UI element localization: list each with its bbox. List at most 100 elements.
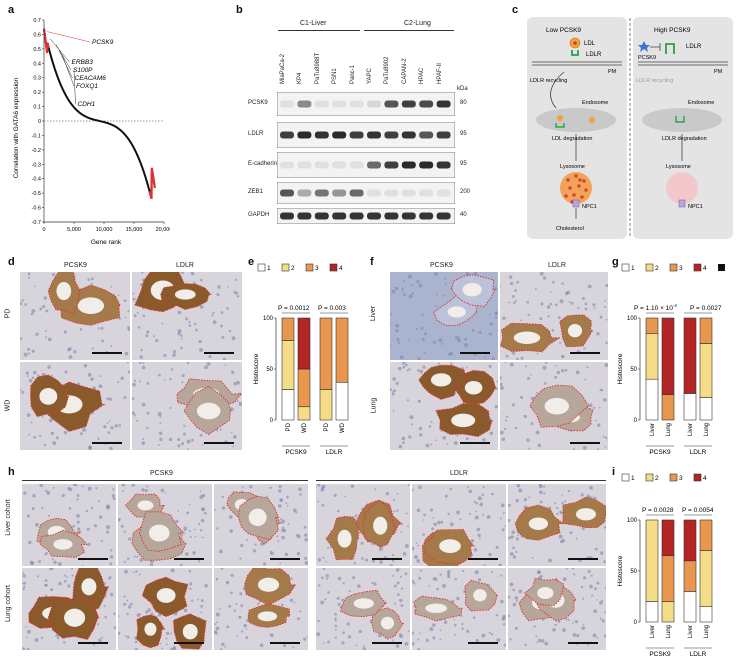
ihc-nucleus <box>539 317 543 321</box>
ihc-nucleus <box>447 512 450 516</box>
ihc-nucleus <box>97 327 100 330</box>
ihc-micrograph-image <box>118 484 212 566</box>
ihc-nucleus <box>428 425 432 428</box>
ihc-nucleus <box>500 599 504 604</box>
ihc-nucleus <box>477 496 482 501</box>
ihc-nucleus <box>379 560 383 564</box>
ihc-nucleus <box>481 493 484 497</box>
ihc-nucleus <box>395 381 399 385</box>
ihc-nucleus <box>536 641 539 644</box>
ihc-nucleus <box>21 299 24 302</box>
ihc-nucleus <box>572 633 577 637</box>
ihc-nucleus <box>468 489 473 494</box>
ihc-nucleus <box>316 632 321 637</box>
panel-d-row1: PD <box>4 308 12 319</box>
ihc-nucleus <box>391 289 396 294</box>
ihc-nucleus <box>543 382 547 385</box>
ihc-nucleus <box>46 491 51 495</box>
diagram-right-lysosome: Lysosome <box>666 164 691 170</box>
blot-lane-label: PaTu8902 <box>384 56 391 84</box>
ihc-nucleus <box>157 412 162 417</box>
ihc-nucleus <box>194 535 197 538</box>
ihc-nucleus <box>596 636 599 639</box>
ihc-nucleus <box>123 595 126 598</box>
ihc-gland-lumen <box>144 622 157 636</box>
ihc-nucleus <box>421 313 424 317</box>
ihc-nucleus <box>183 424 186 427</box>
ihc-nucleus <box>204 584 208 588</box>
blot-band <box>384 161 399 169</box>
diagram-right-pcsk9: PCSK9 <box>638 55 656 61</box>
ihc-nucleus <box>132 292 135 295</box>
ihc-nucleus <box>559 510 562 514</box>
ihc-nucleus <box>514 427 517 430</box>
ihc-nucleus <box>106 505 110 510</box>
panel-a-ytick-label: 0.1 <box>33 105 41 111</box>
ihc-nucleus <box>132 397 135 401</box>
ihc-nucleus <box>64 574 67 577</box>
ihc-h-ldlr-liver-1 <box>316 484 410 566</box>
stacked-bar-segment <box>683 560 697 592</box>
ihc-nucleus <box>447 575 451 579</box>
ihc-gland-lumen <box>156 588 176 603</box>
ihc-nucleus <box>200 518 205 523</box>
ihc-nucleus <box>486 515 491 519</box>
ihc-nucleus <box>113 626 116 630</box>
ihc-nucleus <box>236 380 240 385</box>
blot-band <box>401 189 416 197</box>
ihc-nucleus <box>530 422 534 426</box>
ihc-nucleus <box>26 629 31 634</box>
ihc-nucleus <box>435 578 438 581</box>
ihc-nucleus <box>31 349 35 353</box>
ihc-nucleus <box>26 375 29 378</box>
ihc-nucleus <box>396 581 400 585</box>
ihc-nucleus <box>276 535 279 538</box>
ihc-nucleus <box>358 531 362 535</box>
ihc-nucleus <box>64 370 68 374</box>
ihc-nucleus <box>90 377 94 381</box>
ihc-nucleus <box>90 277 94 281</box>
ihc-nucleus <box>118 518 121 522</box>
blot-band <box>367 189 381 197</box>
legend-label: 4 <box>339 265 343 272</box>
ihc-nucleus <box>232 445 235 448</box>
ihc-nucleus <box>512 301 516 305</box>
ihc-nucleus <box>212 320 217 325</box>
ihc-nucleus <box>504 525 506 528</box>
ihc-nucleus <box>141 488 145 492</box>
ihc-nucleus <box>404 543 409 548</box>
ihc-nucleus <box>304 561 308 565</box>
ihc-nucleus <box>399 575 403 578</box>
ihc-nucleus <box>444 494 448 498</box>
blot-band <box>436 212 451 220</box>
ihc-nucleus <box>407 339 410 342</box>
stacked-bar-ytick-label: 0 <box>634 418 638 424</box>
ihc-nucleus <box>449 487 453 491</box>
ihc-nucleus <box>133 314 137 318</box>
blot-group-c2-line <box>364 30 454 31</box>
ihc-nucleus <box>238 615 241 619</box>
panel-d-col2: LDLR <box>176 262 194 269</box>
ihc-nucleus <box>97 500 100 503</box>
ihc-nucleus <box>325 577 328 580</box>
stacked-bar-pvalue-1: P = 0.0012 <box>278 305 310 312</box>
ihc-nucleus <box>76 498 79 501</box>
ihc-nucleus <box>456 596 460 601</box>
ihc-nucleus <box>601 619 605 623</box>
ihc-nucleus <box>134 647 138 650</box>
ihc-nucleus <box>500 574 503 577</box>
stacked-bar-segment <box>297 368 311 408</box>
ihc-nucleus <box>220 311 224 314</box>
lysosome-ldl-dot <box>572 193 576 197</box>
blot-row-kda: 200 <box>460 189 471 195</box>
ihc-nucleus <box>146 330 150 334</box>
panel-f-col2: LDLR <box>548 262 566 269</box>
ihc-nucleus <box>141 402 146 407</box>
ihc-nucleus <box>589 496 593 499</box>
ihc-nucleus <box>117 381 120 384</box>
ihc-nucleus <box>139 557 144 562</box>
panel-a-bottom-genes <box>148 167 156 200</box>
panel-h-group1-line <box>22 480 308 481</box>
blot-band <box>419 189 434 197</box>
ihc-nucleus <box>159 437 163 442</box>
